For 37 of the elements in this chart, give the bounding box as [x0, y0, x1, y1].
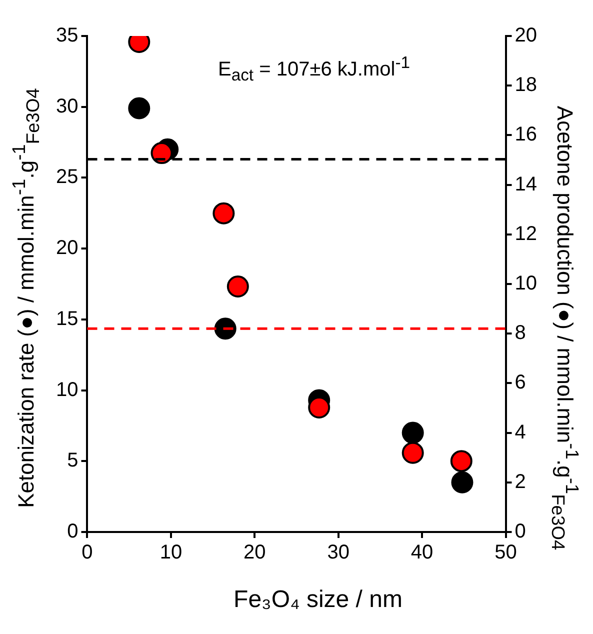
point	[451, 471, 474, 494]
y2-tick-label: 2	[514, 470, 526, 493]
x-tick-label: 20	[244, 542, 266, 564]
y-tick-label: 30	[56, 95, 78, 118]
point	[402, 442, 424, 464]
x-tick-label: 30	[327, 542, 350, 564]
point	[212, 202, 235, 224]
x-tick-label: 10	[160, 542, 182, 564]
point	[226, 275, 249, 298]
y-tick-label: 20	[56, 237, 78, 260]
y-tick-label: 5	[67, 450, 78, 472]
y-tick-label: 0	[67, 520, 78, 543]
y-tick-label: 25	[56, 166, 78, 188]
y-tick-label: 10	[56, 378, 78, 401]
y2-tick-label: 16	[514, 124, 538, 146]
y2-tick-label: 14	[514, 173, 538, 196]
x-tick-label: 40	[410, 542, 434, 564]
point	[308, 396, 330, 419]
y-tick-label: 15	[56, 308, 78, 330]
x-tick-label: 0	[82, 542, 93, 564]
x-axis-title: Fe₃O₄ size / nm	[232, 586, 404, 614]
annotation: E$_{act}$ = 107±6 kJ.mol$^{-1}$	[218, 53, 410, 86]
y2-tick-label: 10	[514, 272, 538, 295]
point	[128, 97, 150, 120]
y2-tick-label: 8	[514, 322, 526, 344]
y2-tick-label: 0	[514, 520, 526, 543]
point	[450, 450, 472, 472]
y2-tick-label: 20	[514, 24, 538, 47]
point	[402, 422, 424, 444]
y-tick-label: 35	[56, 24, 78, 47]
y2-tick-label: 12	[514, 222, 538, 245]
point	[214, 318, 236, 340]
y2-tick-label: 4	[514, 421, 526, 444]
y2-tick-label: 6	[514, 372, 526, 394]
point	[150, 142, 173, 164]
y2-tick-label: 18	[514, 74, 538, 96]
x-tick-label: 50	[494, 542, 517, 564]
